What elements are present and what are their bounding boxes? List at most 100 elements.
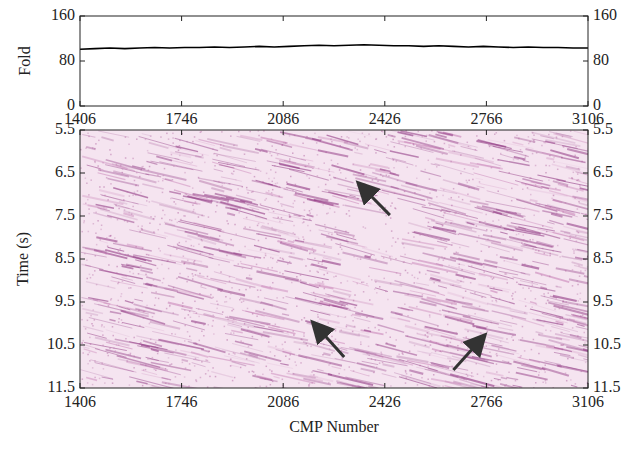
noise-texture [304,166,306,168]
reflector-texture [146,277,161,281]
noise-texture [140,192,142,194]
noise-texture [280,238,282,240]
noise-texture [158,181,160,183]
noise-texture [117,219,119,221]
reflector-texture [520,281,538,285]
noise-texture [135,194,137,196]
noise-texture [214,165,216,167]
noise-texture [110,183,112,185]
reflector-texture [549,340,588,352]
reflector-texture [221,177,237,180]
noise-texture [353,236,355,238]
noise-texture [527,187,529,189]
noise-texture [436,196,438,198]
noise-texture [524,298,526,300]
reflector-texture [310,310,330,315]
noise-texture [533,134,535,136]
noise-texture [516,234,518,236]
noise-texture [90,277,92,279]
noise-texture [162,210,164,212]
noise-texture [500,341,502,343]
noise-texture [233,332,235,334]
reflector-texture [532,261,549,265]
noise-texture [303,335,305,337]
noise-texture [300,279,302,281]
noise-texture [90,179,92,181]
noise-texture [91,323,93,325]
noise-texture [429,204,431,206]
noise-texture [375,195,377,197]
noise-texture [285,355,287,357]
noise-texture [119,248,121,250]
reflector-texture [162,260,181,265]
noise-texture [486,229,488,231]
reflector-texture [110,312,121,314]
noise-texture [220,271,222,273]
reflector-texture [485,201,525,209]
reflector-texture [117,356,161,368]
reflector-texture [307,215,314,217]
reflector-texture [420,302,437,306]
reflector-texture [274,377,280,379]
noise-texture [477,373,479,375]
reflector-texture [370,186,413,197]
noise-texture [487,285,489,287]
noise-texture [132,158,134,160]
noise-texture [340,282,342,284]
noise-texture [294,361,296,363]
noise-texture [542,382,544,384]
noise-texture [557,245,559,247]
noise-texture [115,350,117,352]
reflector-texture [237,136,261,141]
noise-texture [322,354,324,356]
noise-texture [103,207,105,209]
noise-texture [354,326,356,328]
noise-texture [182,306,184,308]
noise-texture [520,149,522,151]
reflector-texture [553,296,577,301]
reflector-texture [353,281,369,286]
noise-texture [451,197,453,199]
noise-texture [192,211,194,213]
noise-texture [198,216,200,218]
noise-texture [476,363,478,365]
reflector-texture [95,167,104,170]
reflector-texture [235,180,242,182]
reflector-texture [116,206,130,209]
noise-texture [580,293,582,295]
reflector-texture [490,297,514,304]
noise-texture [265,253,267,255]
noise-texture [99,186,101,188]
noise-texture [368,375,370,377]
noise-texture [221,185,223,187]
noise-texture [207,266,209,268]
reflector-texture [107,178,139,185]
noise-texture [113,347,115,349]
noise-texture [405,146,407,148]
noise-texture [85,203,87,205]
noise-texture [345,178,347,180]
noise-texture [259,386,261,388]
reflector-texture [85,265,103,270]
reflector-texture [545,140,580,146]
reflector-texture [170,152,191,157]
reflector-texture [287,373,323,381]
noise-texture [245,289,247,291]
noise-texture [184,376,186,378]
reflector-texture [245,311,284,320]
reflector-texture [422,352,451,360]
reflector-texture [427,226,456,234]
reflector-texture [500,384,530,388]
noise-texture [504,273,506,275]
reflector-texture [544,361,560,365]
noise-texture [98,140,100,142]
reflector-texture [109,319,115,321]
noise-texture [374,327,376,329]
noise-texture [427,378,429,380]
noise-texture [248,346,250,348]
noise-texture [141,339,143,341]
noise-texture [324,162,326,164]
reflector-texture [398,307,414,310]
reflector-texture [477,164,500,169]
noise-texture [491,167,493,169]
